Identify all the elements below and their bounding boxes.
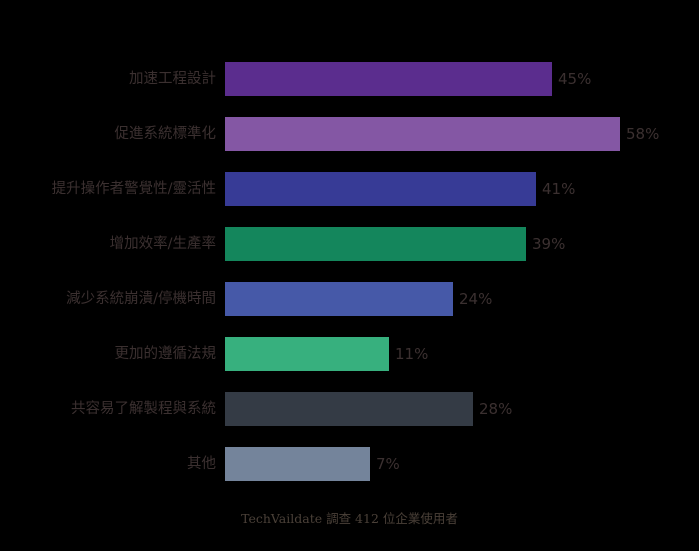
chart-rows: 加速工程設計 45% 促進系統標準化 58% 提升操作者警覺性/靈活性 41% …	[0, 62, 699, 502]
bar-area: 58%	[225, 117, 659, 151]
value-label: 41%	[542, 180, 576, 198]
value-label: 58%	[626, 125, 660, 143]
value-label: 24%	[459, 290, 493, 308]
table-row: 共容易了解製程與系統 28%	[0, 392, 699, 426]
bar-area: 41%	[225, 172, 575, 206]
value-label: 11%	[395, 345, 429, 363]
table-row: 增加效率/生產率 39%	[0, 227, 699, 261]
category-label: 提升操作者警覺性/靈活性	[51, 181, 216, 197]
category-label: 減少系統崩潰/停機時間	[66, 291, 216, 307]
table-row: 提升操作者警覺性/靈活性 41%	[0, 172, 699, 206]
bar-segment	[225, 392, 473, 426]
category-label: 加速工程設計	[129, 71, 216, 87]
bar-segment	[225, 447, 370, 481]
table-row: 更加的遵循法規 11%	[0, 337, 699, 371]
category-label: 促進系統標準化	[114, 126, 217, 142]
bar-segment	[225, 227, 526, 261]
bar-area: 28%	[225, 392, 512, 426]
category-label: 其他	[187, 456, 216, 472]
table-row: 促進系統標準化 58%	[0, 117, 699, 151]
category-label: 共容易了解製程與系統	[71, 401, 216, 417]
bar-segment	[225, 337, 389, 371]
value-label: 7%	[376, 455, 400, 473]
bar-area: 11%	[225, 337, 428, 371]
table-row: 加速工程設計 45%	[0, 62, 699, 96]
value-label: 28%	[479, 400, 513, 418]
category-label: 更加的遵循法規	[114, 346, 217, 362]
bar-area: 24%	[225, 282, 492, 316]
bar-segment	[225, 282, 453, 316]
bar-segment	[225, 62, 552, 96]
chart-source-note: TechVaildate 調查 412 位企業使用者	[241, 511, 458, 526]
category-label: 增加效率/生產率	[109, 236, 216, 252]
bar-area: 45%	[225, 62, 591, 96]
value-label: 45%	[558, 70, 592, 88]
bar-segment	[225, 117, 620, 151]
value-label: 39%	[532, 235, 566, 253]
bar-segment	[225, 172, 536, 206]
table-row: 減少系統崩潰/停機時間 24%	[0, 282, 699, 316]
table-row: 其他 7%	[0, 447, 699, 481]
bar-area: 7%	[225, 447, 400, 481]
bar-area: 39%	[225, 227, 565, 261]
